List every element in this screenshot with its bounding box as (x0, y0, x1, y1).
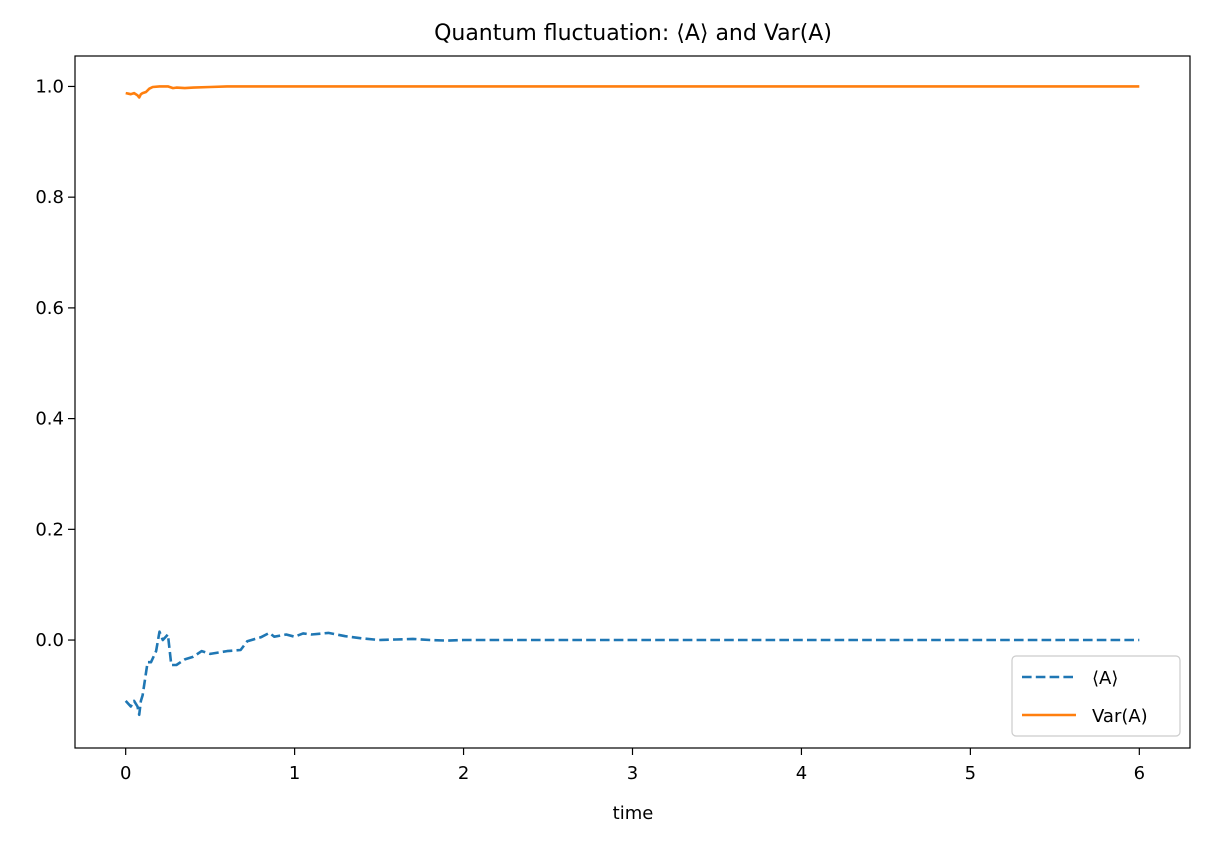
chart-title: Quantum fluctuation: ⟨A⟩ and Var(A) (434, 21, 832, 46)
y-tick-label: 0.6 (35, 298, 64, 319)
series-line-0 (124, 630, 1140, 717)
x-tick-label: 6 (1134, 763, 1145, 784)
legend-label-0: ⟨A⟩ (1092, 668, 1118, 689)
y-tick-label: 0.2 (35, 519, 64, 540)
y-tick-label: 0.0 (35, 630, 64, 651)
y-tick-label: 1.0 (35, 76, 64, 97)
x-tick-label: 5 (965, 763, 976, 784)
x-axis-label: time (613, 803, 654, 824)
x-tick-label: 4 (796, 763, 807, 784)
x-tick-label: 1 (289, 763, 300, 784)
y-tick-label: 0.8 (35, 187, 64, 208)
x-axis: 0 1 2 3 4 5 6 (120, 748, 1145, 784)
series-layer (124, 85, 1140, 717)
legend: ⟨A⟩ Var(A) (1011, 655, 1181, 737)
legend-label-1: Var(A) (1092, 706, 1148, 727)
x-tick-label: 3 (627, 763, 638, 784)
series-line-1 (125, 85, 1140, 99)
x-tick-label: 2 (458, 763, 469, 784)
x-tick-label: 0 (120, 763, 131, 784)
plot-area (75, 56, 1190, 748)
y-tick-label: 0.4 (35, 409, 64, 430)
y-axis: 0.0 0.2 0.4 0.6 0.8 1.0 (35, 76, 75, 651)
